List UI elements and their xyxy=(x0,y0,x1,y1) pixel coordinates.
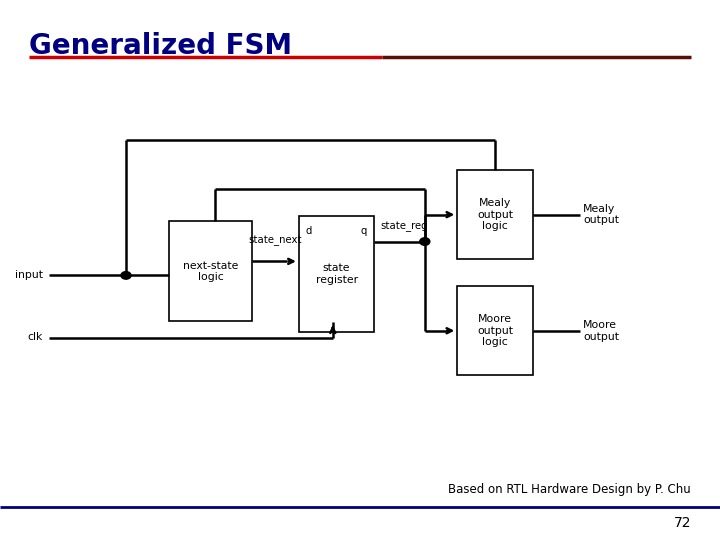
Text: state_next: state_next xyxy=(248,236,302,246)
FancyBboxPatch shape xyxy=(169,221,252,321)
FancyBboxPatch shape xyxy=(457,170,533,259)
Text: Mealy
output: Mealy output xyxy=(583,204,619,226)
FancyBboxPatch shape xyxy=(457,286,533,375)
Text: Generalized FSM: Generalized FSM xyxy=(29,32,292,60)
FancyBboxPatch shape xyxy=(299,216,374,332)
Text: q: q xyxy=(361,226,367,236)
Text: 72: 72 xyxy=(674,516,691,530)
Circle shape xyxy=(420,238,430,245)
Circle shape xyxy=(121,272,131,279)
Text: Moore
output
logic: Moore output logic xyxy=(477,314,513,347)
Text: state
register: state register xyxy=(315,263,358,285)
Text: d: d xyxy=(306,226,312,236)
Text: Moore
output: Moore output xyxy=(583,320,619,342)
Text: Based on RTL Hardware Design by P. Chu: Based on RTL Hardware Design by P. Chu xyxy=(449,483,691,496)
Text: state_reg: state_reg xyxy=(380,221,428,232)
Text: Mealy
output
logic: Mealy output logic xyxy=(477,198,513,231)
Text: clk: clk xyxy=(28,333,43,342)
Text: next-state
logic: next-state logic xyxy=(183,260,238,282)
Text: input: input xyxy=(15,271,43,280)
